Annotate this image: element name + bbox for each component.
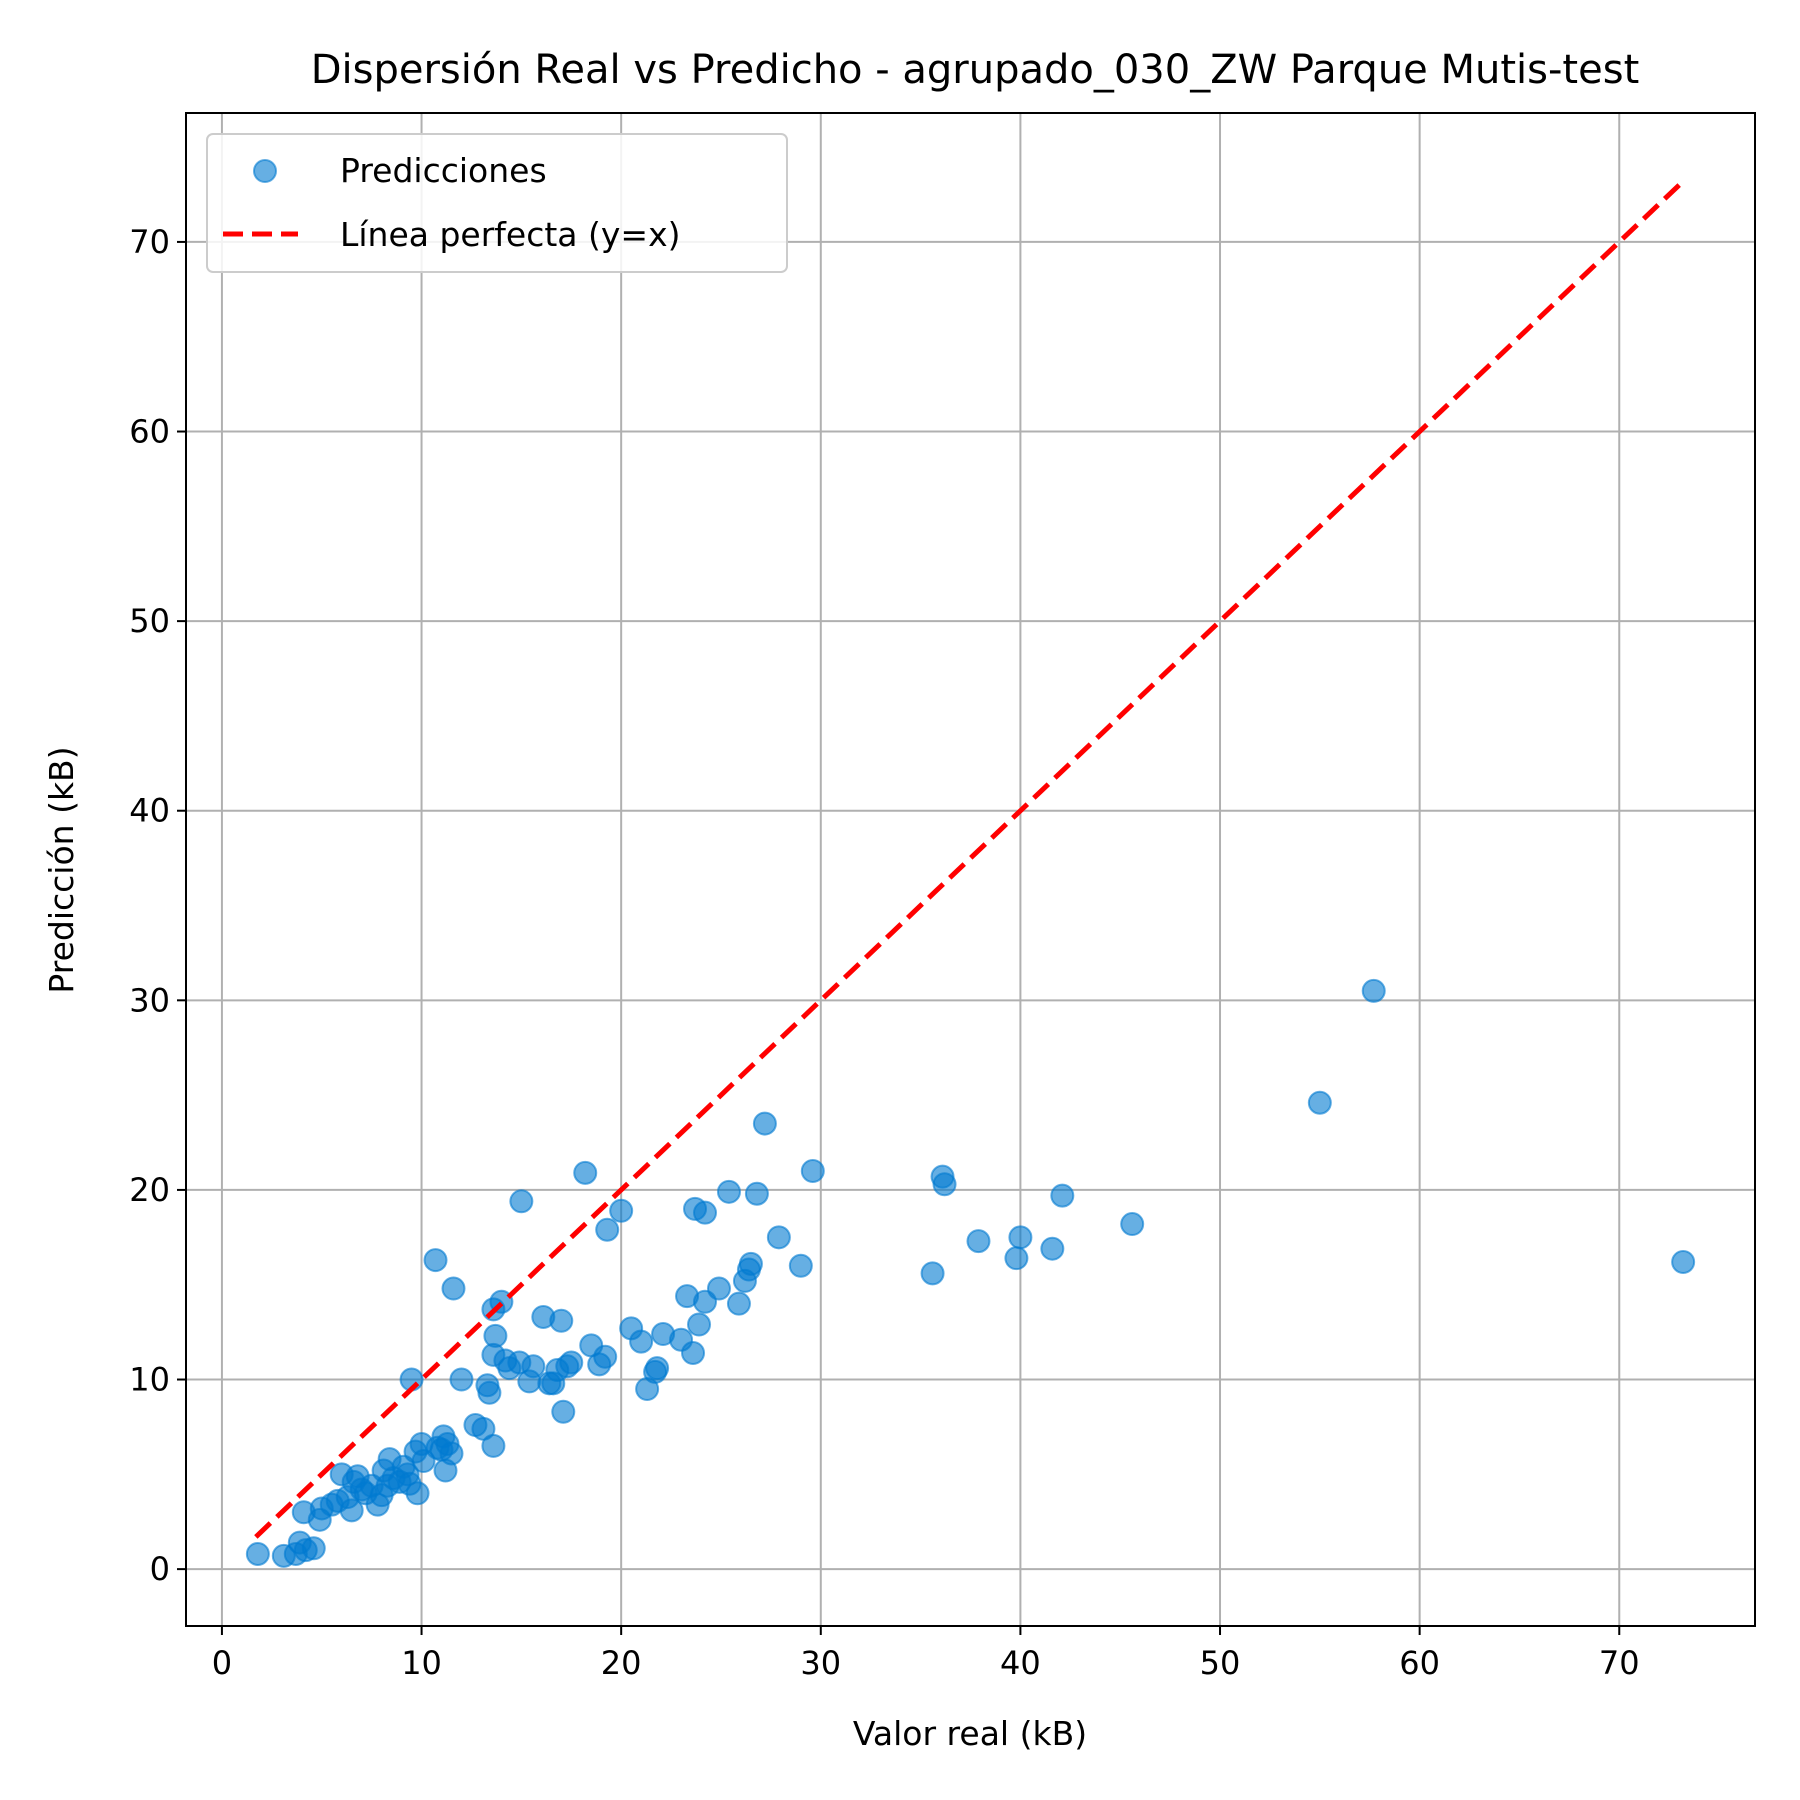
- scatter-point: [681, 1340, 706, 1365]
- scatter-point: [744, 1181, 769, 1206]
- x-tick-label: 50: [1200, 1644, 1241, 1682]
- scatter-point: [509, 1189, 534, 1214]
- x-tick-label: 0: [212, 1644, 232, 1682]
- x-tick-label: 40: [1000, 1644, 1041, 1682]
- y-tick-label: 70: [129, 223, 170, 261]
- scatter-point: [800, 1158, 825, 1183]
- scatter-point: [738, 1251, 763, 1276]
- y-tick-label: 50: [129, 602, 170, 640]
- y-tick-label: 10: [129, 1361, 170, 1399]
- x-tick-label: 30: [800, 1644, 841, 1682]
- scatter-point: [716, 1179, 741, 1204]
- scatter-point: [609, 1198, 634, 1223]
- plot-series: [245, 179, 1696, 1568]
- plot-area-frame: [185, 112, 1756, 1627]
- scatter-point: [966, 1229, 991, 1254]
- x-tick-label: 10: [401, 1644, 442, 1682]
- chart-title: Dispersión Real vs Predicho - agrupado_0…: [311, 47, 1640, 93]
- scatter-point: [788, 1253, 813, 1278]
- scatter-point: [726, 1291, 751, 1316]
- legend-box: [206, 133, 788, 273]
- scatter-point: [1307, 1090, 1332, 1115]
- y-tick-label: 40: [129, 792, 170, 830]
- scatter-point: [1120, 1212, 1145, 1237]
- y-tick-label: 0: [150, 1550, 170, 1588]
- scatter-point: [693, 1200, 718, 1225]
- scatter-point: [245, 1541, 270, 1566]
- scatter-point: [483, 1323, 508, 1348]
- scatter-point: [1361, 978, 1386, 1003]
- scatter-point: [920, 1261, 945, 1286]
- x-tick-label: 60: [1399, 1644, 1440, 1682]
- scatter-point: [687, 1312, 712, 1337]
- scatter-point: [645, 1356, 670, 1381]
- y-tick-label: 30: [129, 981, 170, 1019]
- scatter-point: [595, 1217, 620, 1242]
- axis-ticks: 0 10 20 30 40 50 60 70 0 10 20 30 40 50 60 70: [129, 223, 1639, 1682]
- scatter-point: [339, 1498, 364, 1523]
- y-axis-label: Predicción (kB): [42, 746, 81, 993]
- scatter-point: [405, 1481, 430, 1506]
- scatter-point: [1671, 1249, 1696, 1274]
- legend-label-linea-perfecta: Línea perfecta (y=x): [340, 215, 680, 254]
- scatter-point: [1008, 1225, 1033, 1250]
- scatter-point: [629, 1329, 654, 1354]
- scatter-point: [1050, 1183, 1075, 1208]
- x-tick-label: 70: [1599, 1644, 1640, 1682]
- scatter-point: [287, 1530, 312, 1555]
- scatter-point: [559, 1350, 584, 1375]
- legend: Predicciones Línea perfecta (y=x): [206, 133, 788, 273]
- grid: [186, 113, 1755, 1626]
- scatter-point: [477, 1380, 502, 1405]
- scatter-point: [706, 1276, 731, 1301]
- scatter-point: [752, 1111, 777, 1136]
- scatter-point: [1040, 1236, 1065, 1261]
- y-tick-label: 20: [129, 1171, 170, 1209]
- scatter-point: [549, 1308, 574, 1333]
- scatter-point: [551, 1399, 576, 1424]
- legend-marker-icon: [253, 159, 277, 183]
- scatter-point: [573, 1160, 598, 1185]
- scatter-point: [481, 1433, 506, 1458]
- y-tick-label: 60: [129, 413, 170, 451]
- scatter-point: [766, 1225, 791, 1250]
- scatter-point: [521, 1354, 546, 1379]
- scatter-point: [449, 1367, 474, 1392]
- x-tick-label: 20: [601, 1644, 642, 1682]
- scatter-point: [441, 1276, 466, 1301]
- scatter-point: [932, 1172, 957, 1197]
- x-axis-label: Valor real (kB): [853, 1714, 1087, 1753]
- legend-label-predicciones: Predicciones: [340, 151, 547, 190]
- scatter-point: [439, 1441, 464, 1466]
- perfect-fit-line: [254, 179, 1685, 1539]
- scatter-point: [423, 1248, 448, 1273]
- scatter-point: [1004, 1246, 1029, 1271]
- scatter-point: [593, 1344, 618, 1369]
